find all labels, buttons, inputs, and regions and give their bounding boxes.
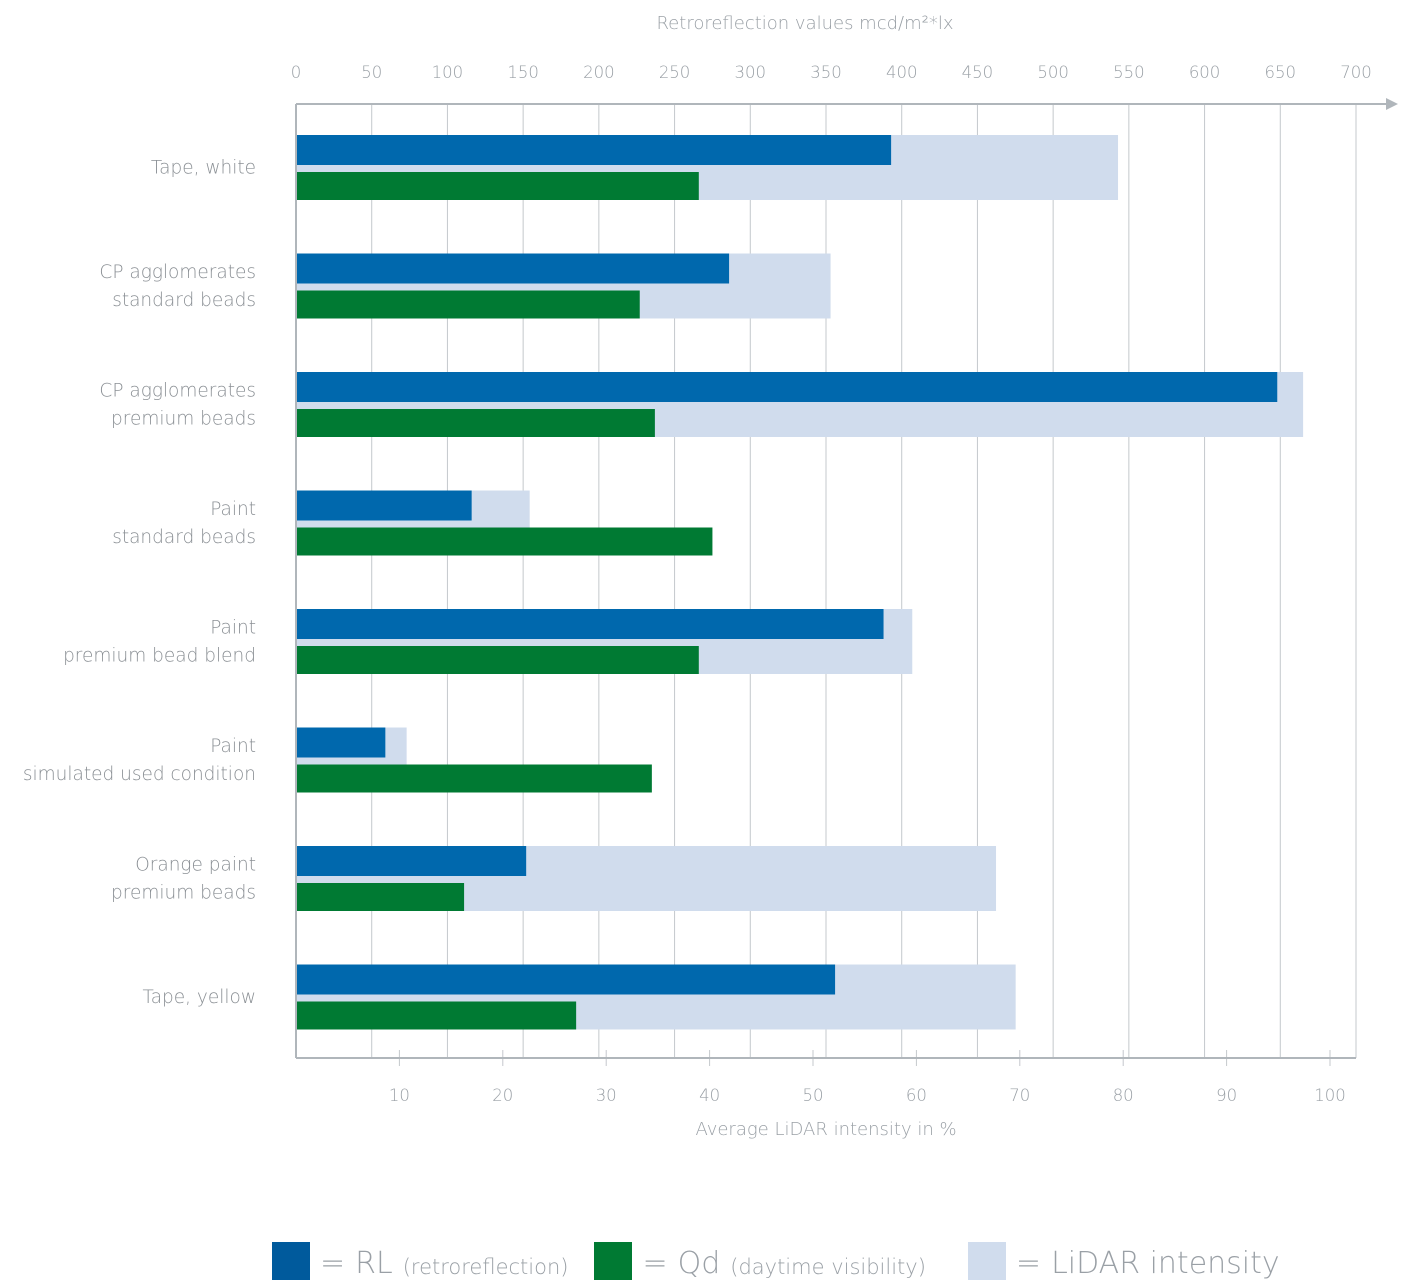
category-label-3-1: standard beads [112, 527, 256, 548]
bar-rl-0 [296, 135, 892, 165]
bar-rl-3 [296, 490, 472, 521]
legend-eq: = [320, 1246, 346, 1281]
legend-swatch-qd [594, 1242, 633, 1280]
bar-qd-3 [296, 527, 713, 556]
top-tick-label-450: 450 [962, 63, 994, 82]
legend-label-qd: Qd [677, 1246, 721, 1281]
top-axis-title: Retroreflection values mcd/m²*lx [656, 13, 953, 34]
top-axis-arrow [1386, 98, 1398, 110]
category-label-4-1: premium bead blend [63, 646, 256, 667]
bar-rl-7 [296, 964, 836, 995]
legend-eq: = [1015, 1246, 1042, 1281]
legend-label-lidar: LiDAR intensity [1051, 1246, 1280, 1281]
bar-qd-7 [296, 1001, 577, 1030]
legend-label-rl: RL [355, 1246, 393, 1281]
bar-qd-2 [296, 409, 655, 437]
category-label-4-0: Paint [210, 618, 256, 639]
legend-swatch-rl [272, 1242, 310, 1280]
top-tick-label-400: 400 [886, 63, 918, 82]
bar-chart: Tape, white CP agglomerates standard beads… [23, 13, 1398, 1140]
top-tick-label-600: 600 [1189, 63, 1221, 82]
bottom-tick-label-90: 90 [1216, 1086, 1237, 1105]
bar-rl-6 [296, 846, 527, 876]
bar-qd-0 [296, 172, 699, 200]
bar-qd-6 [296, 883, 465, 911]
top-tick-label-650: 650 [1265, 63, 1297, 82]
category-label-2-1: premium beads [111, 409, 256, 430]
bottom-tick-label-20: 20 [492, 1086, 513, 1105]
bar-qd-5 [296, 764, 652, 793]
top-tick-label-50: 50 [361, 63, 382, 82]
bar-qd-1 [296, 290, 640, 319]
bottom-tick-label-40: 40 [699, 1086, 720, 1105]
category-label-6-0: Orange paint [135, 855, 256, 876]
bottom-tick-label-50: 50 [803, 1086, 824, 1105]
top-tick-label-0: 0 [291, 63, 302, 82]
bottom-tick-label-60: 60 [906, 1086, 927, 1105]
bottom-tick-label-80: 80 [1113, 1086, 1134, 1105]
top-tick-label-200: 200 [583, 63, 615, 82]
category-label-3-0: Paint [210, 499, 256, 520]
category-label-1-0: CP agglomerates [99, 262, 256, 283]
category-label-2-0: CP agglomerates [99, 381, 256, 402]
bar-rl-5 [296, 727, 386, 758]
bar-rl-1 [296, 253, 730, 284]
bottom-axis-title: Average LiDAR intensity in % [695, 1119, 956, 1140]
bottom-tick-label-70: 70 [1009, 1086, 1030, 1105]
legend: = RL (retroreflection) = Qd (daytime vis… [272, 1236, 1280, 1280]
top-tick-label-350: 350 [810, 63, 842, 82]
top-tick-label-150: 150 [507, 63, 539, 82]
top-tick-label-250: 250 [659, 63, 691, 82]
category-label-6-1: premium beads [111, 883, 256, 904]
category-label-0-0: Tape, white [151, 158, 256, 179]
top-tick-label-700: 700 [1340, 63, 1372, 82]
bar-rl-4 [296, 609, 884, 639]
legend-item-rl: = RL (retroreflection) [272, 1242, 568, 1280]
legend-sub-qd: (daytime visibility) [730, 1255, 926, 1279]
bottom-tick-label-10: 10 [389, 1086, 410, 1105]
top-tick-label-300: 300 [735, 63, 767, 82]
bottom-tick-label-30: 30 [596, 1086, 617, 1105]
legend-sub-rl: (retroreflection) [402, 1255, 569, 1279]
legend-swatch-lidar [967, 1242, 1006, 1280]
top-tick-label-100: 100 [432, 63, 464, 82]
bottom-tick-label-100: 100 [1314, 1086, 1346, 1105]
category-label-5-1: simulated used condition [23, 764, 256, 785]
category-label-1-1: standard beads [112, 290, 256, 311]
category-label-5-0: Paint [210, 736, 256, 757]
legend-item-qd: = Qd (daytime visibility) [594, 1242, 926, 1281]
top-tick-label-550: 550 [1113, 63, 1145, 82]
legend-eq: = [642, 1246, 668, 1281]
bar-rl-2 [296, 372, 1278, 402]
category-label-7-0: Tape, yellow [142, 987, 256, 1008]
bar-qd-4 [296, 646, 699, 674]
top-tick-label-500: 500 [1037, 63, 1069, 82]
legend-item-lidar: = LiDAR intensity [967, 1242, 1280, 1281]
